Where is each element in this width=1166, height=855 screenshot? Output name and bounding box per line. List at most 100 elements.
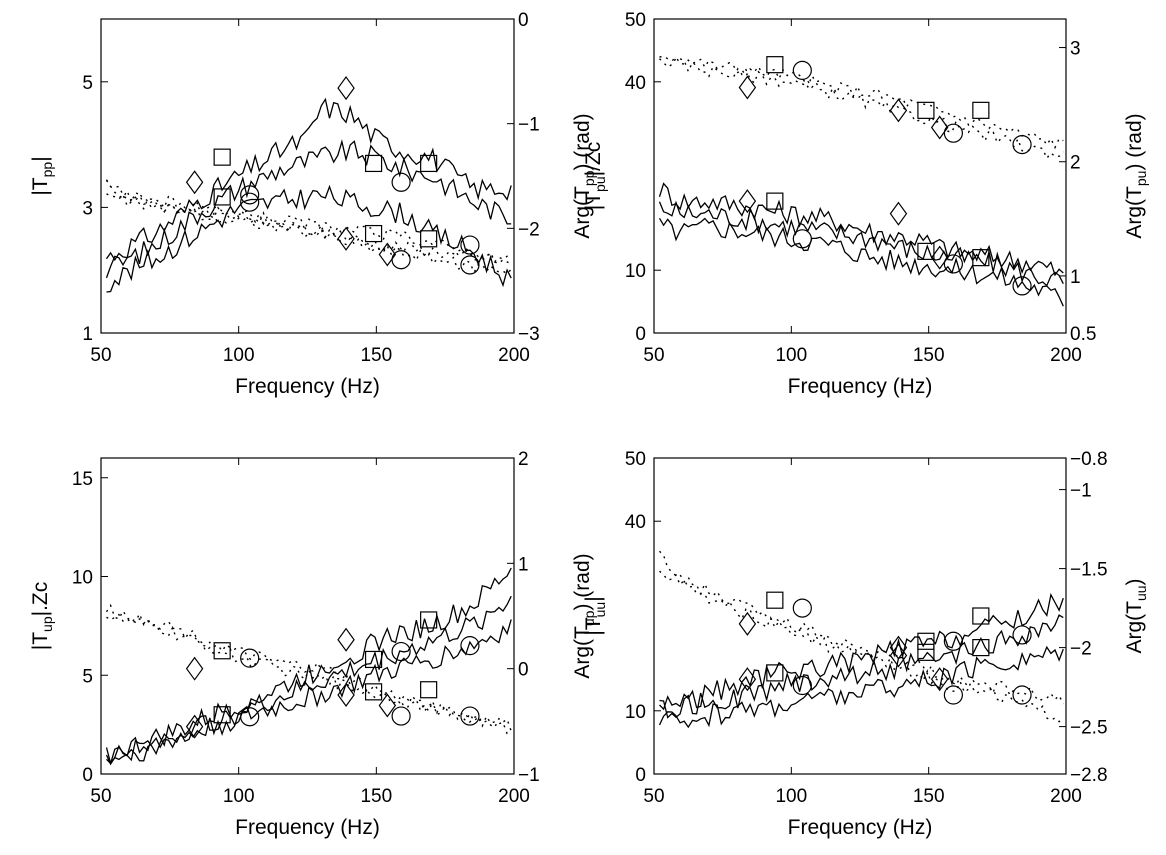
- marker-right-circle-1: [240, 192, 260, 212]
- marker-left-square-4: [917, 242, 935, 260]
- y-left-label-base: |T: [582, 192, 605, 210]
- y-right-tick-label: −2: [518, 219, 540, 240]
- marker-left-circle-8: [1012, 276, 1032, 296]
- x-axis-label: Frequency (Hz): [788, 816, 933, 839]
- y-right-label-sub: uu: [1133, 585, 1149, 601]
- x-tick-label: 50: [643, 786, 664, 807]
- y-left-tick-label: 5: [82, 73, 93, 94]
- series-left-circle-2: [658, 645, 1064, 729]
- marker-left-diamond-0: [738, 189, 757, 214]
- marker-left-circle-2: [240, 707, 260, 727]
- y-left-label-sub: pp: [39, 162, 55, 178]
- marker-left-square-1: [213, 148, 231, 166]
- marker-left-diamond-3: [889, 635, 908, 660]
- x-tick-label: 100: [775, 786, 807, 807]
- y-left-label: |Tpu|/Zc: [582, 142, 608, 211]
- y-left-label-tail: |/Zc: [582, 142, 605, 177]
- y-left-tick-label: 10: [625, 702, 646, 723]
- marker-right-diamond-3: [337, 682, 355, 708]
- y-right-label: Arg(Tuu): [1123, 578, 1149, 653]
- marker-left-diamond-0: [185, 170, 204, 195]
- x-tick-label: 150: [360, 345, 392, 366]
- y-right-label-base: Arg(T: [571, 186, 594, 239]
- marker-right-circle-2: [792, 598, 812, 618]
- y-right-label-tail: ) (rad): [1123, 113, 1146, 170]
- x-tick-label: 200: [498, 786, 530, 807]
- marker-right-square-7: [420, 681, 438, 699]
- marker-right-square-1: [213, 642, 231, 660]
- y-right-label-tail: ): [1123, 578, 1146, 585]
- y-right-tick-label: −0.8: [1070, 449, 1108, 470]
- series-right-diamond-3: [105, 179, 512, 264]
- marker-right-diamond-5: [930, 115, 949, 140]
- y-right-tick-label: 2: [518, 449, 529, 470]
- x-tick-label: 200: [1050, 786, 1082, 807]
- marker-left-diamond-5: [930, 245, 949, 270]
- series-left-circle-2: [658, 217, 1064, 307]
- marker-left-diamond-0: [185, 714, 204, 739]
- x-axis-label: Frequency (Hz): [235, 816, 380, 839]
- y-right-label-base: Arg(T: [1123, 601, 1146, 654]
- x-tick-label: 150: [913, 786, 945, 807]
- series-right-square-3: [105, 603, 512, 732]
- marker-left-circle-2: [792, 675, 812, 696]
- marker-left-square-1: [213, 706, 231, 724]
- y-right-tick-label: −2: [1070, 639, 1092, 660]
- marker-left-square-4: [364, 650, 383, 669]
- marker-left-square-7: [972, 249, 990, 267]
- marker-right-square-4: [917, 643, 935, 661]
- axes-frame: [653, 18, 1067, 334]
- y-left-tick-label: 10: [625, 261, 646, 282]
- y-right-tick-label: 1: [1070, 267, 1081, 288]
- marker-right-diamond-3: [889, 643, 908, 668]
- series-left-circle-2: [106, 184, 512, 293]
- marker-right-circle-5: [391, 250, 411, 270]
- y-left-label: |Tup|.Zc: [29, 582, 55, 651]
- marker-right-circle-8: [460, 706, 480, 726]
- series-left-diamond-1: [659, 614, 1064, 719]
- y-right-label: Arg(Tup) (rad): [571, 553, 597, 678]
- panel-tuu: 50 100 150 200 0 10 40 50 −2.8 −2.5 −2 −1.5 −1 −0.8 Fr…: [582, 449, 1149, 839]
- marker-left-circle-6: [943, 254, 963, 274]
- marker-right-square-4: [917, 101, 935, 119]
- y-right-tick-label: 2: [1070, 153, 1081, 174]
- marker-right-diamond-0: [738, 611, 757, 636]
- y-left-tick-label: 15: [72, 469, 93, 490]
- y-right-label-base: Arg(T: [1123, 186, 1146, 239]
- series-right-circle-5: [106, 193, 512, 275]
- marker-left-circle-5: [943, 631, 963, 651]
- y-left-tick-label: 40: [625, 73, 646, 94]
- marker-right-circle-7: [460, 255, 480, 275]
- series-left-diamond-0: [105, 97, 512, 262]
- series-right-circle-4: [659, 57, 1064, 160]
- y-left-label: |Tpp|: [29, 156, 55, 195]
- marker-right-square-1: [766, 56, 784, 74]
- series-left-square-1: [105, 139, 512, 279]
- marker-right-diamond-5: [378, 693, 397, 718]
- y-left-label-base: |T: [29, 177, 52, 195]
- series-right-square-3: [659, 550, 1064, 723]
- y-left-tick-label: 0: [82, 765, 93, 786]
- series-right-circle-4: [106, 613, 512, 737]
- series-right-square-3: [659, 55, 1064, 150]
- marker-right-circle-6: [943, 685, 963, 705]
- y-left-label-sub: up: [39, 616, 55, 632]
- marker-right-circle-6: [943, 123, 963, 143]
- marker-left-square-4: [364, 154, 383, 173]
- marker-left-circle-7: [460, 235, 480, 255]
- y-right-label-sub: pp: [581, 170, 597, 186]
- marker-right-square-7: [972, 101, 990, 119]
- y-right-tick-label: 0.5: [1070, 324, 1096, 345]
- marker-right-circle-2: [240, 648, 260, 668]
- marker-right-circle-8: [1012, 685, 1032, 705]
- y-left-label-sub: pu: [592, 176, 608, 192]
- x-tick-label: 200: [1050, 345, 1082, 366]
- marker-left-diamond-0: [738, 667, 757, 692]
- y-left-label-sub: uu: [592, 602, 608, 618]
- x-tick-label: 50: [90, 345, 111, 366]
- marker-right-square-4: [364, 683, 383, 701]
- marker-left-circle-5: [391, 172, 411, 192]
- marker-left-square-6: [972, 607, 990, 625]
